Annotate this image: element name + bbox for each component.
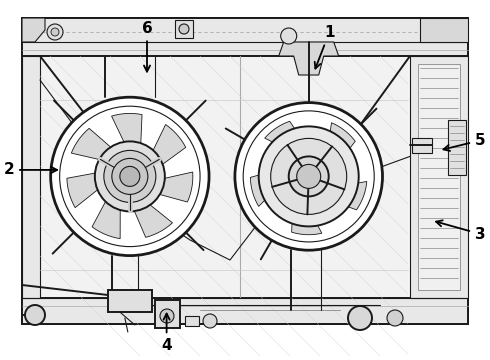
Bar: [448, 120, 466, 175]
Circle shape: [387, 310, 403, 326]
Circle shape: [297, 165, 320, 188]
Polygon shape: [265, 121, 307, 152]
Polygon shape: [279, 42, 339, 75]
Circle shape: [235, 103, 383, 250]
Text: 1: 1: [315, 25, 335, 68]
Bar: [412, 138, 432, 153]
Circle shape: [259, 126, 359, 226]
Text: 3: 3: [436, 220, 486, 242]
Text: 6: 6: [142, 21, 152, 72]
Bar: [22, 18, 468, 324]
Bar: [40, 56, 408, 298]
Text: 2: 2: [3, 162, 57, 177]
Polygon shape: [292, 202, 322, 235]
Circle shape: [25, 305, 45, 325]
Circle shape: [112, 158, 148, 194]
Text: 4: 4: [161, 314, 172, 353]
Polygon shape: [152, 172, 193, 202]
Polygon shape: [250, 169, 280, 206]
Circle shape: [104, 150, 156, 202]
Circle shape: [47, 24, 63, 40]
Circle shape: [160, 309, 174, 323]
Polygon shape: [420, 18, 468, 42]
Polygon shape: [112, 113, 142, 152]
Bar: [185, 316, 199, 326]
Bar: [418, 64, 460, 290]
Text: 5: 5: [443, 133, 486, 151]
Circle shape: [243, 111, 374, 242]
Circle shape: [270, 138, 347, 215]
Circle shape: [348, 306, 372, 330]
Polygon shape: [327, 123, 355, 165]
Polygon shape: [72, 129, 117, 161]
Circle shape: [51, 28, 59, 36]
Circle shape: [60, 106, 200, 247]
Polygon shape: [92, 194, 120, 239]
Bar: [22, 298, 468, 324]
Bar: [22, 18, 468, 56]
Circle shape: [179, 24, 189, 34]
Bar: [410, 56, 468, 298]
Circle shape: [289, 156, 329, 197]
Bar: [22, 56, 40, 298]
Polygon shape: [328, 181, 367, 210]
Bar: [175, 20, 193, 38]
Circle shape: [203, 314, 217, 328]
Polygon shape: [67, 172, 104, 208]
Circle shape: [95, 141, 165, 211]
Circle shape: [281, 28, 297, 44]
Bar: [108, 290, 152, 312]
Polygon shape: [149, 125, 186, 169]
Polygon shape: [131, 200, 172, 237]
Bar: [155, 300, 180, 328]
Circle shape: [50, 97, 209, 256]
Polygon shape: [22, 18, 45, 42]
Circle shape: [120, 166, 140, 186]
